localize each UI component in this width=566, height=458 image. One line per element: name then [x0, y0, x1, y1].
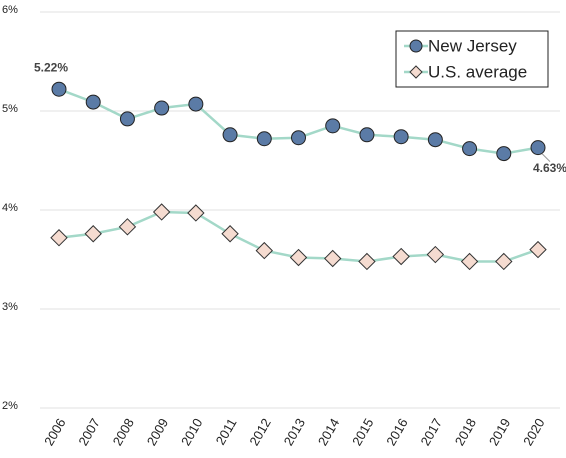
point [84, 225, 102, 243]
point [255, 241, 273, 260]
x-tick-label: 2007 [75, 416, 102, 449]
point [50, 229, 68, 247]
legend-label: New Jersey [428, 36, 517, 55]
y-tick-label: 5% [2, 103, 18, 115]
x-tick-label: 2006 [41, 416, 68, 449]
x-tick-label: 2020 [520, 416, 547, 449]
point [358, 252, 376, 271]
legend-label: U.S. average [428, 62, 527, 81]
x-tick-label: 2008 [110, 416, 137, 449]
x-tick-label: 2010 [178, 416, 205, 449]
point [529, 240, 547, 259]
point [256, 131, 272, 147]
point [462, 141, 478, 157]
x-tick-label: 2019 [486, 416, 513, 449]
y-tick-label: 3% [2, 301, 18, 313]
x-tick-label: 2011 [213, 416, 240, 448]
point [222, 127, 238, 143]
x-tick-label: 2016 [383, 416, 410, 449]
point [530, 140, 546, 156]
y-tick-label: 2% [2, 400, 18, 412]
point [427, 132, 443, 148]
legend-marker [409, 39, 423, 53]
point [188, 96, 204, 112]
x-tick-label: 2017 [417, 416, 444, 449]
x-tick-label: 2012 [246, 416, 273, 449]
point [85, 94, 101, 110]
label-leader [541, 153, 551, 162]
point [118, 218, 137, 236]
point [393, 129, 409, 145]
point [119, 111, 135, 127]
x-tick-label: 2009 [144, 416, 171, 449]
y-tick-label: 4% [2, 202, 18, 214]
data-label: 5.22% [34, 60, 68, 74]
x-tick-label: 2014 [315, 416, 342, 449]
legend-marker [409, 65, 423, 79]
point [154, 100, 170, 116]
point [152, 203, 171, 221]
y-tick-label: 6% [2, 4, 18, 16]
point [495, 252, 513, 271]
point [359, 127, 375, 143]
point [392, 247, 410, 266]
legend: New Jersey U.S. average [395, 30, 549, 88]
point [426, 245, 445, 264]
x-tick-label: 2013 [281, 416, 308, 449]
point [496, 146, 512, 162]
x-tick-label: 2018 [452, 416, 479, 449]
point [324, 249, 342, 268]
data-label: 4.63% [533, 161, 566, 175]
point [221, 225, 239, 243]
point [291, 130, 306, 146]
point [460, 252, 479, 271]
x-tick-label: 2015 [349, 416, 376, 449]
point [187, 204, 205, 222]
point [289, 248, 308, 267]
point [325, 118, 341, 134]
point [51, 81, 67, 97]
legend-box [395, 30, 549, 88]
